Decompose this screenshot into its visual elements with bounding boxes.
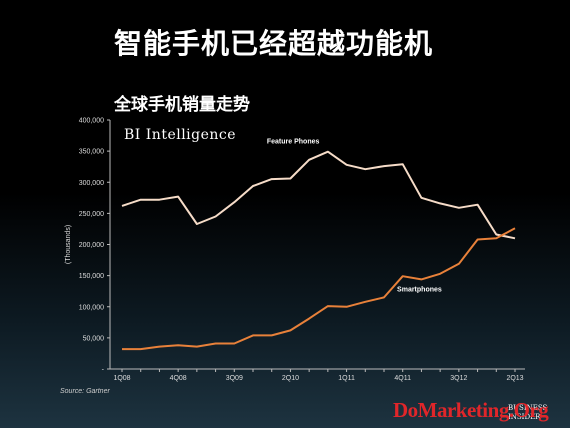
y-axis-label: (Thousands)	[65, 225, 72, 264]
y-tick-label: 50,000	[83, 335, 105, 342]
chart-axes: - 50,000 100,000 150,000 200,000 250,000 300,0…	[65, 118, 525, 382]
feature-phones-line	[121, 150, 516, 240]
x-tick-label: 1Q08	[113, 375, 130, 382]
y-tick-label: 400,000	[79, 118, 104, 125]
x-tick-label: 1Q11	[338, 375, 355, 382]
feature-phones-label: Feature Phones	[267, 139, 320, 146]
slide-title: 智能手机已经超越功能机	[114, 27, 434, 60]
source-note: Source: Gartner	[60, 388, 110, 395]
chart-title: 全球手机销量走势	[114, 95, 250, 115]
business-insider-line1: BUSINESS	[508, 404, 548, 412]
y-tick-label: 250,000	[79, 211, 104, 218]
x-tick-label: 2Q13	[506, 375, 523, 382]
y-tick-label: -	[102, 367, 105, 374]
chart-labels: Feature Phones Smartphones	[267, 139, 442, 294]
bi-intelligence-logo: BI Intelligence	[124, 127, 237, 143]
x-tick-label: 4Q08	[170, 375, 187, 382]
y-tick-label: 350,000	[79, 149, 104, 156]
x-tick-label: 3Q09	[226, 375, 243, 382]
x-tick-label: 4Q11	[394, 375, 411, 382]
x-tick-label: 2Q10	[282, 375, 299, 382]
y-tick-label: 300,000	[79, 180, 104, 187]
smartphones-label: Smartphones	[397, 286, 442, 293]
chart-series	[121, 150, 516, 351]
watermark: DoMarketing.Org	[393, 398, 549, 422]
business-insider-logo: BUSINESS INSIDER	[508, 404, 558, 422]
smartphones-line	[122, 227, 516, 351]
business-insider-line2: INSIDER	[508, 413, 541, 421]
y-tick-label: 200,000	[79, 242, 104, 249]
y-tick-label: 150,000	[79, 273, 104, 280]
y-tick-label: 100,000	[79, 304, 104, 311]
x-tick-label: 3Q12	[450, 375, 467, 382]
